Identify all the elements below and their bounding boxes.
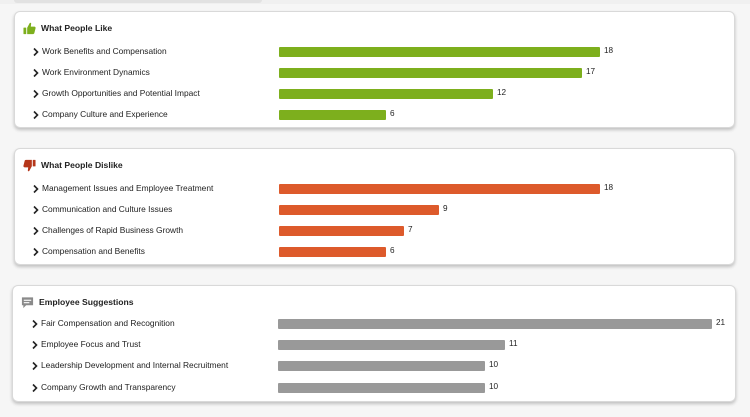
item-bar [279, 89, 493, 99]
item-label: Company Culture and Experience [42, 109, 168, 119]
top-strip [0, 0, 750, 4]
item-bar [278, 319, 712, 329]
chevron-right-icon[interactable] [32, 361, 38, 371]
item-bar [279, 47, 600, 57]
list-item[interactable]: Fair Compensation and Recognition 21 [13, 315, 735, 333]
item-value: 12 [497, 88, 507, 97]
likes-card: What People Like Work Benefits and Compe… [14, 11, 735, 128]
dislikes-header: What People Dislike [23, 155, 123, 175]
item-bar [278, 361, 485, 371]
chevron-right-icon[interactable] [33, 247, 39, 257]
item-value: 9 [443, 204, 448, 213]
item-label: Work Environment Dynamics [42, 67, 150, 77]
chevron-right-icon[interactable] [32, 340, 38, 350]
item-bar [279, 247, 386, 257]
section-title: What People Dislike [41, 160, 123, 170]
item-label: Growth Opportunities and Potential Impac… [42, 88, 200, 98]
list-item[interactable]: Work Benefits and Compensation 18 [15, 43, 734, 61]
item-bar [279, 68, 582, 78]
list-item[interactable]: Company Growth and Transparency 10 [13, 379, 735, 397]
item-label: Employee Focus and Trust [41, 339, 141, 349]
item-label: Leadership Development and Internal Recr… [41, 360, 229, 370]
likes-header: What People Like [23, 18, 112, 38]
list-item[interactable]: Communication and Culture Issues 9 [15, 201, 734, 219]
item-label: Challenges of Rapid Business Growth [42, 225, 184, 235]
speech-bubble-icon [21, 296, 34, 308]
thumbs-up-icon [23, 22, 36, 34]
item-bar [279, 205, 439, 215]
item-bar [278, 340, 505, 350]
suggestions-header: Employee Suggestions [21, 292, 134, 312]
dislikes-card: What People Dislike Management Issues an… [14, 148, 735, 265]
chevron-right-icon[interactable] [33, 47, 39, 57]
item-value: 6 [390, 109, 395, 118]
list-item[interactable]: Employee Focus and Trust 11 [13, 336, 735, 354]
item-label: Management Issues and Employee Treatment [42, 183, 214, 193]
item-bar [278, 383, 485, 393]
chevron-right-icon[interactable] [32, 383, 38, 393]
item-value: 10 [489, 360, 499, 369]
item-bar [279, 184, 600, 194]
suggestions-card: Employee Suggestions Fair Compensation a… [12, 285, 736, 402]
item-bar [279, 226, 404, 236]
top-strip-mark [14, 0, 262, 3]
chevron-right-icon[interactable] [32, 319, 38, 329]
item-bar [279, 110, 386, 120]
item-value: 17 [586, 67, 596, 76]
list-item[interactable]: Compensation and Benefits 6 [15, 243, 734, 261]
list-item[interactable]: Company Culture and Experience 6 [15, 106, 734, 124]
chevron-right-icon[interactable] [33, 110, 39, 120]
item-label: Compensation and Benefits [42, 246, 145, 256]
item-value: 6 [390, 246, 395, 255]
item-value: 18 [604, 46, 614, 55]
item-value: 7 [408, 225, 413, 234]
list-item[interactable]: Management Issues and Employee Treatment… [15, 180, 734, 198]
chevron-right-icon[interactable] [33, 205, 39, 215]
item-label: Fair Compensation and Recognition [41, 318, 175, 328]
list-item[interactable]: Growth Opportunities and Potential Impac… [15, 85, 734, 103]
item-label: Company Growth and Transparency [41, 382, 176, 392]
item-value: 21 [716, 318, 726, 327]
thumbs-down-icon [23, 159, 36, 171]
chevron-right-icon[interactable] [33, 184, 39, 194]
section-title: What People Like [41, 23, 113, 33]
item-label: Work Benefits and Compensation [42, 46, 167, 56]
list-item[interactable]: Work Environment Dynamics 17 [15, 64, 734, 82]
section-title: Employee Suggestions [39, 297, 134, 307]
chevron-right-icon[interactable] [33, 89, 39, 99]
item-label: Communication and Culture Issues [42, 204, 173, 214]
item-value: 10 [489, 382, 499, 391]
item-value: 11 [509, 339, 518, 348]
list-item[interactable]: Leadership Development and Internal Recr… [13, 357, 735, 375]
list-item[interactable]: Challenges of Rapid Business Growth 7 [15, 222, 734, 240]
item-value: 18 [604, 183, 614, 192]
chevron-right-icon[interactable] [33, 68, 39, 78]
chevron-right-icon[interactable] [33, 226, 39, 236]
